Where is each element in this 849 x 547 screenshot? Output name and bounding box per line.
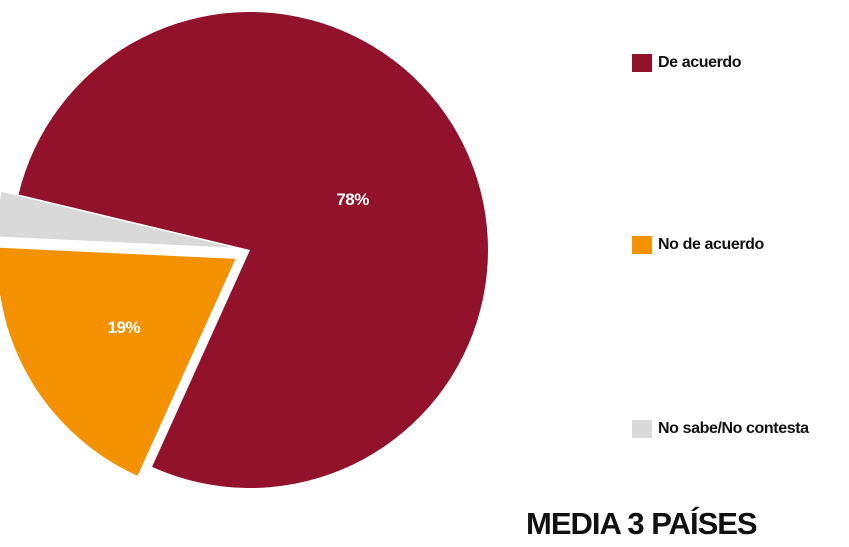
pie-slice-de-acuerdo	[18, 11, 489, 488]
legend-swatch-no-de-acuerdo	[632, 236, 652, 254]
chart-title: MEDIA 3 PAÍSES	[526, 506, 758, 541]
pie-slice-no-de-acuerdo	[0, 247, 236, 476]
data-label-no-de-acuerdo: 19%	[108, 318, 141, 337]
legend-swatch-no-sabe-no-contesta	[632, 420, 652, 438]
pie-slices	[0, 11, 489, 488]
legend-item-de-acuerdo: De acuerdo	[632, 54, 742, 72]
pie-slice-no-sabe-no-contesta	[0, 192, 234, 248]
legend-swatch-de-acuerdo	[632, 54, 652, 72]
data-label-de-acuerdo: 78%	[336, 190, 369, 209]
legend-label-no-de-acuerdo: No de acuerdo	[658, 236, 764, 253]
legend-item-no-sabe-no-contesta: No sabe/No contesta	[632, 420, 809, 438]
legend-label-no-sabe-no-contesta: No sabe/No contesta	[658, 420, 809, 437]
legend-label-de-acuerdo: De acuerdo	[658, 54, 742, 71]
pie-data-labels: 78%19%3%	[108, 190, 370, 337]
chart-legend: De acuerdo No de acuerdo No sabe/No cont…	[632, 0, 849, 547]
legend-item-no-de-acuerdo: No de acuerdo	[632, 236, 764, 254]
